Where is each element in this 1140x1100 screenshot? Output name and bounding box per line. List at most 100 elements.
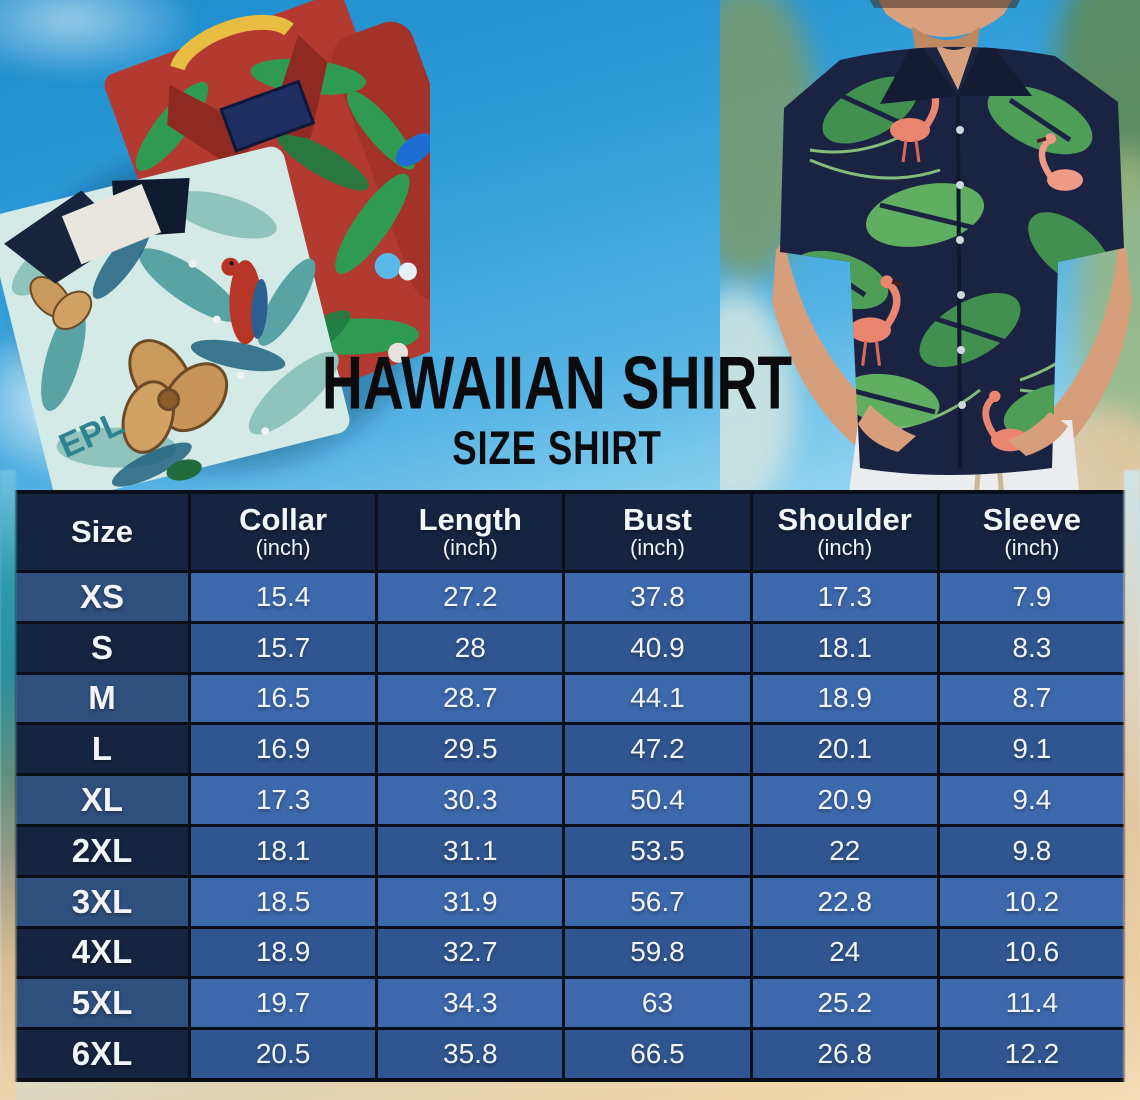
left-hand (858, 405, 916, 452)
size-chart-table: Size Collar (inch) Length (inch) Bust (i… (12, 490, 1128, 1082)
value-cell: 18.1 (191, 826, 376, 875)
value-cell: 53.5 (565, 826, 750, 875)
col-header-label: Length (418, 501, 522, 537)
col-header-label: Sleeve (982, 501, 1082, 537)
value-cell: 28 (378, 623, 563, 672)
buttons (956, 126, 966, 409)
value-cell: 12.2 (939, 1030, 1124, 1078)
value-cell: 47.2 (565, 725, 750, 774)
col-header-unit: (inch) (1004, 535, 1060, 561)
col-header-label: Collar (239, 501, 328, 537)
model-wearing-flamingo-shirt (720, 0, 1140, 500)
col-header-unit: (inch) (817, 535, 873, 561)
value-cell: 50.4 (565, 776, 750, 824)
value-cell: 32.7 (378, 928, 563, 977)
value-cell: 59.8 (565, 928, 750, 977)
col-header-label: Size (70, 513, 134, 549)
col-header-length: Length (inch) (378, 494, 563, 570)
value-cell: 18.1 (752, 623, 937, 672)
value-cell: 56.7 (565, 877, 750, 926)
beach-background-right (1124, 470, 1140, 1100)
page-title: HAWAIIAN SHIRT (321, 341, 793, 426)
value-cell: 66.5 (565, 1030, 750, 1078)
value-cell: 31.1 (378, 826, 563, 875)
value-cell: 63 (565, 979, 750, 1028)
green-bird (166, 459, 202, 481)
value-cell: 26.8 (752, 1030, 937, 1078)
col-header-size: Size (16, 494, 188, 570)
col-header-label: Bust (623, 501, 692, 537)
value-cell: 20.1 (752, 725, 937, 774)
hibiscus-flower (121, 339, 229, 454)
value-cell: 35.8 (378, 1030, 563, 1078)
buttons (188, 259, 270, 436)
size-cell: XL (16, 776, 188, 824)
hair (870, 0, 1020, 8)
collar-right (958, 46, 1032, 96)
headline: HAWAIIAN SHIRT SIZE SHIRT (0, 346, 1114, 471)
sleeve-logo (395, 133, 430, 167)
value-cell: 19.7 (191, 979, 376, 1028)
value-cell: 9.1 (939, 725, 1124, 774)
value-cell: 9.8 (939, 826, 1124, 875)
size-cell: 3XL (16, 877, 188, 926)
value-cell: 18.9 (191, 928, 376, 977)
right-hand (1008, 412, 1068, 456)
value-cell: 11.4 (939, 979, 1124, 1028)
value-cell: 22.8 (752, 877, 937, 926)
chest-label (61, 183, 162, 265)
value-cell: 24 (752, 928, 937, 977)
value-cell: 31.9 (378, 877, 563, 926)
value-cell: 20.5 (191, 1030, 376, 1078)
collar-tag-band (170, 14, 294, 71)
chest-skin (934, 46, 974, 90)
teal-hawaiian-shirt: EPL (0, 146, 350, 500)
value-cell: 27.2 (378, 573, 563, 621)
value-cell: 20.9 (752, 776, 937, 824)
value-cell: 44.1 (565, 674, 750, 723)
value-cell: 18.5 (191, 877, 376, 926)
value-cell: 22 (752, 826, 937, 875)
neck-label (219, 79, 316, 153)
size-cell: 5XL (16, 979, 188, 1028)
value-cell: 28.7 (378, 674, 563, 723)
col-header-shoulder: Shoulder (inch) (752, 494, 937, 570)
value-cell: 10.6 (939, 928, 1124, 977)
size-cell: L (16, 725, 188, 774)
value-cell: 15.4 (191, 573, 376, 621)
value-cell: 37.8 (565, 573, 750, 621)
value-cell: 10.2 (939, 877, 1124, 926)
value-cell: 8.3 (939, 623, 1124, 672)
size-cell: 2XL (16, 826, 188, 875)
value-cell: 17.3 (191, 776, 376, 824)
col-header-unit: (inch) (629, 535, 685, 561)
hibiscus-flower-small (29, 276, 93, 330)
value-cell: 34.3 (378, 979, 563, 1028)
col-header-unit: (inch) (255, 535, 311, 561)
col-header-label: Shoulder (777, 501, 912, 537)
size-cell: S (16, 623, 188, 672)
size-cell: 6XL (16, 1030, 188, 1078)
size-cell: 4XL (16, 928, 188, 977)
page-subtitle: SIZE SHIRT (452, 421, 662, 474)
flamingo-shirt-body (780, 46, 1124, 475)
value-cell: 40.9 (565, 623, 750, 672)
value-cell: 25.2 (752, 979, 937, 1028)
value-cell: 29.5 (378, 725, 563, 774)
value-cell: 16.9 (191, 725, 376, 774)
value-cell: 30.3 (378, 776, 563, 824)
value-cell: 8.7 (939, 674, 1124, 723)
value-cell: 9.4 (939, 776, 1124, 824)
value-cell: 16.5 (191, 674, 376, 723)
value-cell: 18.9 (752, 674, 937, 723)
beach-background-left (0, 470, 16, 1100)
value-cell: 17.3 (752, 573, 937, 621)
col-header-collar: Collar (inch) (191, 494, 376, 570)
size-cell: XS (16, 573, 188, 621)
col-header-bust: Bust (inch) (565, 494, 750, 570)
col-header-unit: (inch) (442, 535, 498, 561)
size-cell: M (16, 674, 188, 723)
col-header-sleeve: Sleeve (inch) (939, 494, 1124, 570)
collar-left (880, 46, 958, 104)
